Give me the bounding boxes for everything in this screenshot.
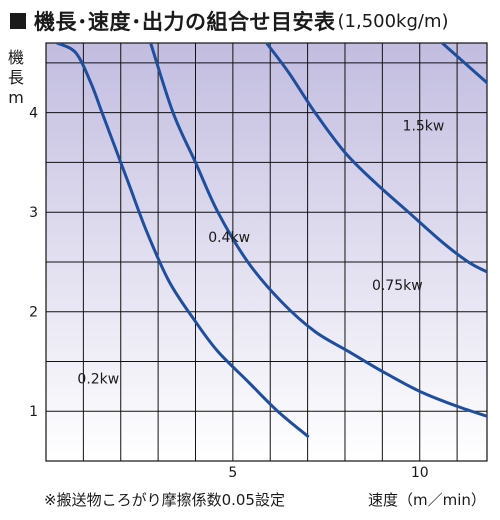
chart-title-condition: (1,500kg/m) [337, 10, 449, 32]
series-line-1_5kw [440, 43, 487, 85]
y-tick-label: 2 [29, 305, 38, 321]
y-axis-label-char: 長 [8, 68, 24, 87]
series-label: 0.75kw [372, 278, 423, 294]
chart-title-text: 機長･速度･出力の組合せ目安表 [34, 10, 336, 34]
series-label: 0.2kw [77, 371, 119, 387]
grid-lines [45, 42, 488, 462]
y-axis-label-char: 機 [8, 48, 24, 67]
series-lines [55, 43, 487, 438]
axis-labels: 1 2 3 4 5 10 機長m [8, 48, 429, 481]
x-tick-label: 5 [228, 465, 237, 481]
footnote: ※搬送物ころがり摩擦係数0.05設定 [44, 491, 285, 509]
series-label: 0.4kw [208, 230, 250, 246]
y-tick-label: 4 [29, 106, 38, 122]
series-line-0_2kw [55, 43, 310, 438]
chart-title: 機長･速度･出力の組合せ目安表 (1,500kg/m) [10, 6, 449, 36]
y-tick-label: 3 [29, 205, 38, 221]
x-tick-label: 10 [411, 465, 429, 481]
x-axis-label: 速度（m／min） [368, 491, 486, 509]
y-tick-label: 1 [29, 404, 38, 420]
series-label: 1.5kw [403, 119, 445, 135]
title-bullet-square [10, 13, 26, 29]
series-labels: 0.2kw 0.4kw 0.75kw 1.5kw [77, 119, 444, 388]
series-line-0_75kw [265, 43, 487, 274]
series-line-0_4kw [149, 43, 487, 418]
y-axis-label-char: m [8, 88, 24, 107]
